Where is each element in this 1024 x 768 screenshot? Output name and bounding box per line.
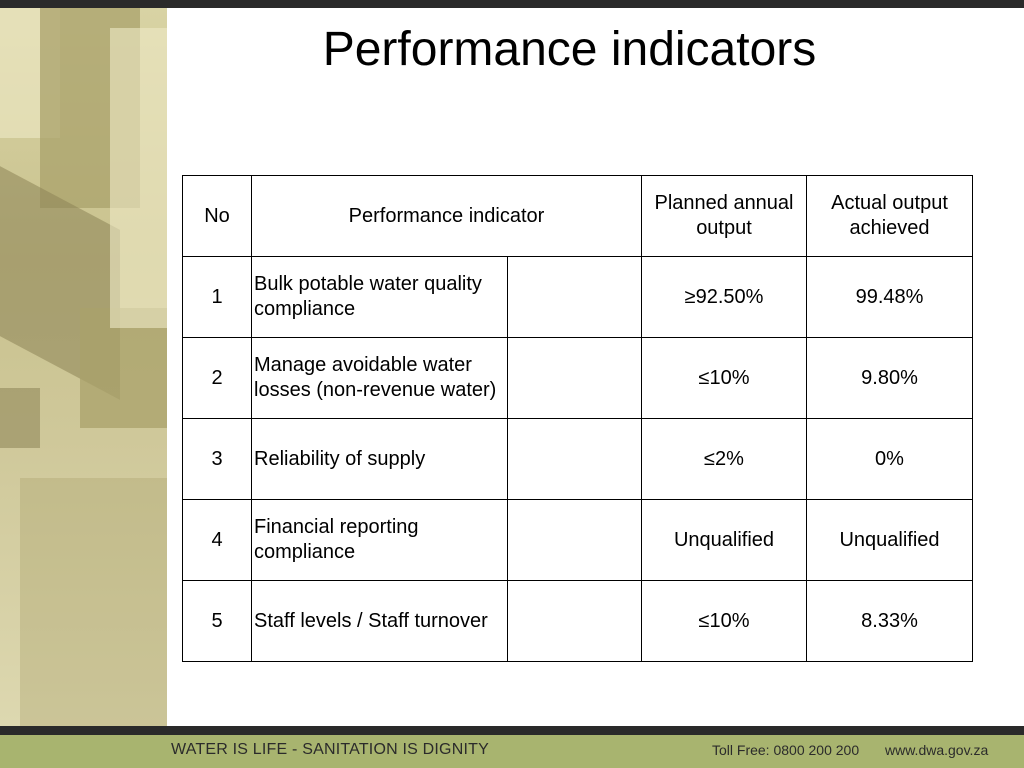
- row-planned: Unqualified: [641, 499, 807, 581]
- header-indicator: Performance indicator: [251, 175, 642, 257]
- row-actual: Unqualified: [806, 499, 973, 581]
- footer-divider: [0, 726, 1024, 735]
- row-indicator: Manage avoidable water losses (non-reven…: [251, 337, 508, 419]
- row-planned: ≥92.50%: [641, 256, 807, 338]
- table-row: 1 Bulk potable water quality compliance …: [182, 256, 973, 338]
- footer-toll-free: Toll Free: 0800 200 200: [712, 742, 860, 758]
- row-no: 2: [182, 337, 252, 419]
- row-no: 4: [182, 499, 252, 581]
- row-no: 5: [182, 580, 252, 662]
- row-blank-cell: [507, 499, 642, 581]
- row-indicator: Reliability of supply: [251, 418, 508, 500]
- footer-website: www.dwa.gov.za: [885, 742, 989, 758]
- row-planned: ≤2%: [641, 418, 807, 500]
- row-blank-cell: [507, 337, 642, 419]
- row-no: 3: [182, 418, 252, 500]
- table-row: 3 Reliability of supply ≤2% 0%: [182, 418, 973, 500]
- header-actual: Actual output achieved: [806, 175, 973, 257]
- header-planned: Planned annual output: [641, 175, 807, 257]
- footer-slogan: WATER IS LIFE - SANITATION IS DIGNITY: [171, 741, 489, 758]
- table-header-row: No Performance indicator Planned annual …: [182, 175, 973, 257]
- row-actual: 99.48%: [806, 256, 973, 338]
- row-blank-cell: [507, 418, 642, 500]
- performance-table: No Performance indicator Planned annual …: [182, 175, 973, 662]
- row-planned: ≤10%: [641, 337, 807, 419]
- table-row: 2 Manage avoidable water losses (non-rev…: [182, 337, 973, 419]
- table-row: 5 Staff levels / Staff turnover ≤10% 8.3…: [182, 580, 973, 662]
- row-blank-cell: [507, 256, 642, 338]
- slide-title: Performance indicators: [322, 23, 817, 76]
- footer-band: [0, 726, 1024, 768]
- row-indicator: Staff levels / Staff turnover: [251, 580, 508, 662]
- row-indicator: Bulk potable water quality compliance: [251, 256, 508, 338]
- row-planned: ≤10%: [641, 580, 807, 662]
- row-actual: 8.33%: [806, 580, 973, 662]
- row-indicator: Financial reporting compliance: [251, 499, 508, 581]
- row-actual: 0%: [806, 418, 973, 500]
- background-photo: [0, 8, 167, 726]
- top-bar: [0, 0, 1024, 8]
- row-blank-cell: [507, 580, 642, 662]
- row-no: 1: [182, 256, 252, 338]
- row-actual: 9.80%: [806, 337, 973, 419]
- header-no: No: [182, 175, 252, 257]
- table-row: 4 Financial reporting compliance Unquali…: [182, 499, 973, 581]
